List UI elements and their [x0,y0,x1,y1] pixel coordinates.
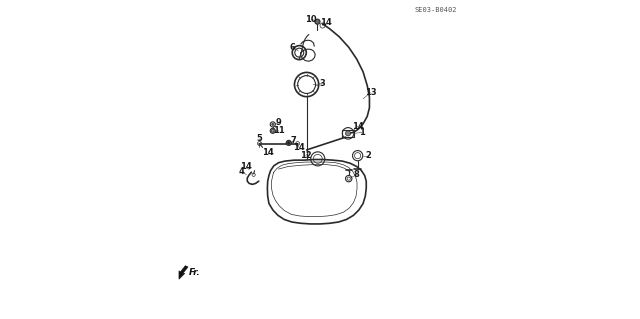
Polygon shape [179,266,188,279]
Text: 5: 5 [257,134,262,143]
Text: 2: 2 [365,151,371,160]
Text: 7: 7 [291,136,297,145]
Text: 14: 14 [293,143,305,152]
Text: 1: 1 [359,128,365,137]
Circle shape [286,140,291,145]
Text: 6: 6 [290,43,296,52]
Text: 14: 14 [240,162,252,171]
Circle shape [272,123,274,125]
Text: SE03-B0402: SE03-B0402 [415,7,457,13]
Text: 11: 11 [273,126,284,135]
Circle shape [315,19,320,24]
Text: 14: 14 [321,19,332,27]
Text: 3: 3 [319,79,325,88]
Circle shape [270,128,275,133]
Circle shape [287,142,290,144]
Text: Fr.: Fr. [189,268,200,277]
Circle shape [346,131,351,136]
Text: 14: 14 [352,122,364,130]
Text: 12: 12 [300,151,312,160]
Text: 8: 8 [354,170,360,179]
Text: 4: 4 [239,167,244,176]
Text: 13: 13 [365,88,376,97]
Text: 10: 10 [305,15,317,24]
Text: 9: 9 [276,118,282,127]
Text: 14: 14 [262,148,274,157]
